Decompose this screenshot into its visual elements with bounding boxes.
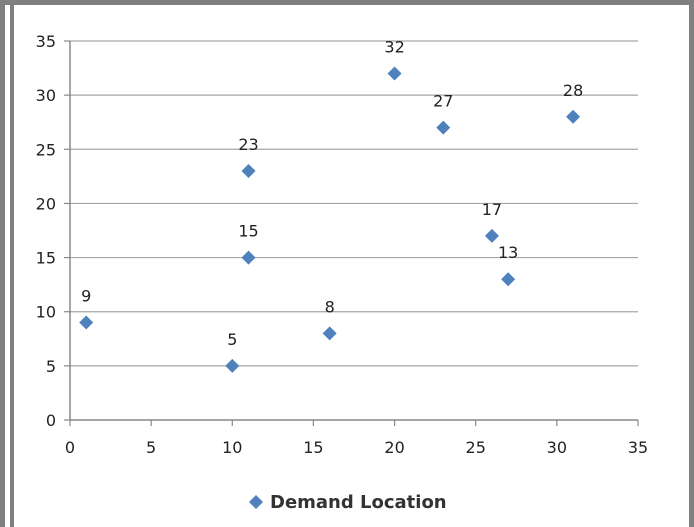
data-point — [241, 250, 256, 265]
data-label: 27 — [433, 92, 453, 111]
y-tick-label: 25 — [36, 140, 56, 159]
legend: Demand Location — [249, 492, 447, 513]
data-label: 9 — [81, 287, 91, 306]
data-point — [225, 358, 240, 373]
x-tick-label: 15 — [303, 438, 323, 457]
data-label: 17 — [482, 200, 502, 219]
data-point — [484, 228, 499, 243]
chart-border-left-inner — [10, 0, 14, 527]
data-point — [436, 120, 451, 135]
x-tick-label: 20 — [384, 438, 404, 457]
x-tick-label: 25 — [466, 438, 486, 457]
y-tick-label: 30 — [36, 86, 56, 105]
data-point — [387, 66, 402, 81]
data-point — [241, 163, 256, 178]
y-tick-label: 15 — [36, 249, 56, 268]
legend-marker-icon — [249, 495, 263, 509]
data-markers — [79, 66, 581, 373]
legend-label: Demand Location — [270, 492, 447, 513]
data-point — [79, 315, 94, 330]
x-tick-label: 0 — [65, 438, 75, 457]
data-labels: 9 5 15 23 8 32 27 17 13 28 — [81, 37, 583, 348]
data-label: 13 — [498, 243, 518, 262]
data-label: 32 — [384, 37, 404, 56]
x-tick-label: 10 — [222, 438, 242, 457]
chart-border-right — [689, 0, 694, 527]
data-label: 23 — [238, 135, 258, 154]
data-point — [501, 272, 516, 287]
data-label: 8 — [325, 297, 335, 316]
data-label: 28 — [563, 81, 583, 100]
x-tick-label: 35 — [628, 438, 648, 457]
grid — [70, 40, 638, 367]
y-tick-label: 20 — [36, 194, 56, 213]
chart-border-left — [0, 0, 5, 527]
tick-labels: 0 5 10 15 20 25 30 35 0 5 10 15 20 25 30 35 — [36, 32, 649, 457]
y-tick-label: 10 — [36, 303, 56, 322]
x-tick-label: 30 — [547, 438, 567, 457]
y-tick-label: 0 — [46, 411, 56, 430]
y-tick-label: 5 — [46, 357, 56, 376]
data-point — [322, 326, 337, 341]
data-label: 15 — [238, 222, 258, 241]
chart-border-top — [0, 0, 694, 5]
y-tick-label: 35 — [36, 32, 56, 51]
data-point — [566, 109, 581, 124]
axes — [64, 40, 639, 426]
data-label: 5 — [227, 330, 237, 349]
x-tick-label: 5 — [146, 438, 156, 457]
